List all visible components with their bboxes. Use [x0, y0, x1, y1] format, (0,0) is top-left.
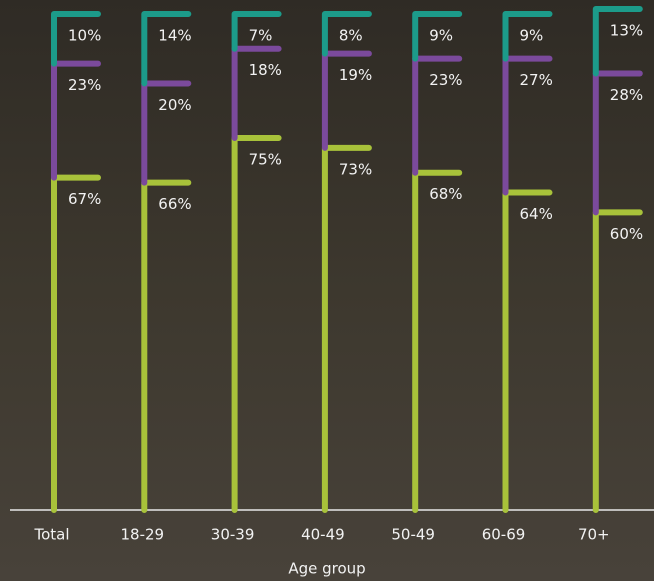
x-tick-label: 18-29: [121, 526, 165, 544]
value-label: 64%: [520, 205, 553, 223]
value-label: 66%: [158, 195, 191, 213]
value-label: 23%: [68, 76, 101, 94]
x-tick-label: 70+: [578, 526, 610, 544]
value-label: 28%: [610, 86, 643, 104]
value-label: 19%: [339, 66, 372, 84]
x-tick-label: 60-69: [482, 526, 526, 544]
value-label: 7%: [249, 27, 273, 45]
value-label: 14%: [158, 27, 191, 45]
bar-segment: [231, 11, 282, 52]
bar-segment: [141, 11, 192, 87]
x-tick-label: 30-39: [211, 526, 255, 544]
x-tick-label: 50-49: [391, 526, 435, 544]
value-label: 8%: [339, 27, 363, 45]
bar-segment: [502, 11, 553, 62]
value-label: 9%: [429, 27, 453, 45]
x-tick-label: Total: [33, 526, 69, 544]
x-axis-title: Age group: [288, 560, 365, 578]
bar-segment: [592, 6, 643, 77]
value-label: 18%: [249, 61, 282, 79]
bar-segment: [412, 11, 463, 62]
value-label: 60%: [610, 225, 643, 243]
value-label: 73%: [339, 160, 372, 178]
value-label: 68%: [429, 185, 462, 203]
value-label: 9%: [520, 27, 544, 45]
value-label: 75%: [249, 151, 282, 169]
value-label: 23%: [429, 71, 462, 89]
value-label: 27%: [520, 71, 553, 89]
bar-segment: [321, 11, 372, 57]
value-label: 67%: [68, 190, 101, 208]
value-label: 20%: [158, 96, 191, 114]
value-label: 10%: [68, 27, 101, 45]
bar-segment: [51, 11, 101, 67]
x-tick-label: 40-49: [301, 526, 345, 544]
value-label: 13%: [610, 22, 643, 40]
